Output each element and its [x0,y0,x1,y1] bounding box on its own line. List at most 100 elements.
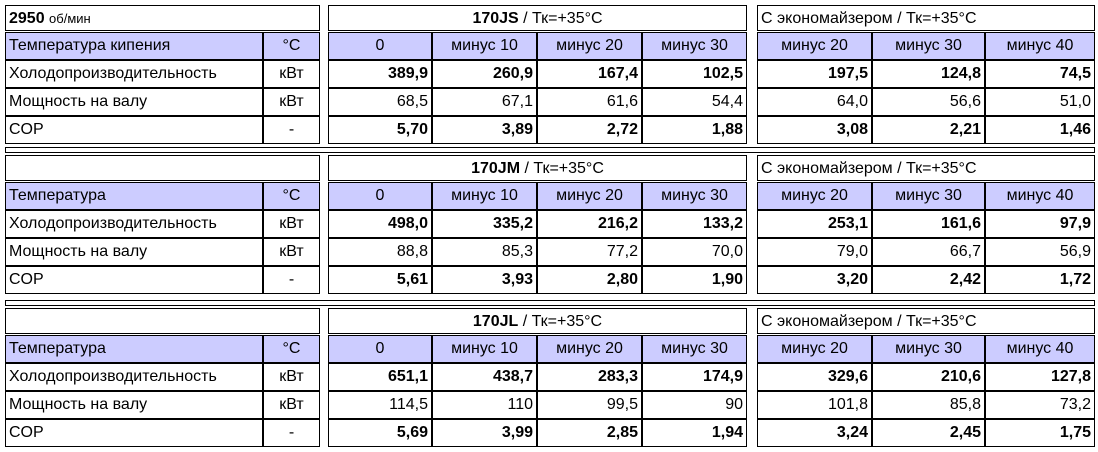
model-title: 170JL / Тк=+35°C [328,308,747,334]
value: 210,6 [872,363,985,391]
unit: - [263,266,320,294]
value: 102,5 [642,60,747,88]
value: 2,85 [537,419,642,447]
value: 1,72 [985,266,1095,294]
row-label: Холодопроизводительность [5,210,263,238]
header-cell: минус 20 [537,182,642,210]
value: 101,8 [757,391,872,419]
value: 438,7 [432,363,537,391]
value: 88,8 [328,238,432,266]
header-cell: минус 20 [537,335,642,363]
value: 3,99 [432,419,537,447]
model-title: 170JM / Тк=+35°C [328,155,747,181]
value: 124,8 [872,60,985,88]
value: 335,2 [432,210,537,238]
header-cell: 0 [328,32,432,60]
header-cell: Температура [5,182,263,210]
row-label: Холодопроизводительность [5,363,263,391]
header-cell: минус 10 [432,32,537,60]
value: 85,3 [432,238,537,266]
value: 73,2 [985,391,1095,419]
header-cell: минус 10 [432,335,537,363]
header-cell: минус 30 [872,32,985,60]
value: 61,6 [537,88,642,116]
model-title: 170JS / Тк=+35°C [328,5,747,31]
header-cell: 0 [328,335,432,363]
row-label: Мощность на валу [5,88,263,116]
value: 133,2 [642,210,747,238]
unit: кВт [263,88,320,116]
value: 90 [642,391,747,419]
value: 2,72 [537,116,642,144]
row-label: Мощность на валу [5,391,263,419]
value: 51,0 [985,88,1095,116]
value: 64,0 [757,88,872,116]
value: 67,1 [432,88,537,116]
value: 2,45 [872,419,985,447]
header-cell: минус 30 [872,182,985,210]
title-left [5,308,320,334]
value: 3,93 [432,266,537,294]
header-cell: минус 30 [872,335,985,363]
speed-unit: об/мин [49,11,91,26]
value: 3,08 [757,116,872,144]
value: 68,5 [328,88,432,116]
row-label: Холодопроизводительность [5,60,263,88]
header-cell: минус 20 [537,32,642,60]
value: 651,1 [328,363,432,391]
value: 3,20 [757,266,872,294]
model: 170JS [472,10,519,27]
eco-title: С экономайзером / Тк=+35°C [757,5,1095,31]
value: 3,89 [432,116,537,144]
value: 56,6 [872,88,985,116]
row-label: COP [5,266,263,294]
value: 174,9 [642,363,747,391]
unit: кВт [263,60,320,88]
value: 66,7 [872,238,985,266]
value: 216,2 [537,210,642,238]
value: 110 [432,391,537,419]
value: 54,4 [642,88,747,116]
value: 2,42 [872,266,985,294]
row-label: COP [5,116,263,144]
header-cell: минус 40 [985,335,1095,363]
model: 170JM [471,160,521,177]
header-cell: минус 40 [985,32,1095,60]
value: 2,21 [872,116,985,144]
value: 5,69 [328,419,432,447]
value: 2,80 [537,266,642,294]
row-label: Мощность на валу [5,238,263,266]
unit: кВт [263,391,320,419]
value: 389,9 [328,60,432,88]
header-cell: 0 [328,182,432,210]
unit: - [263,116,320,144]
title-left [5,155,320,181]
header-cell: минус 20 [757,182,872,210]
value: 260,9 [432,60,537,88]
separator [5,147,1095,153]
unit: кВт [263,363,320,391]
value: 70,0 [642,238,747,266]
header-cell: °C [263,32,320,60]
eco-title: С экономайзером / Тк=+35°C [757,155,1095,181]
value: 77,2 [537,238,642,266]
header-cell: °C [263,335,320,363]
header-cell: минус 40 [985,182,1095,210]
value: 56,9 [985,238,1095,266]
value: 253,1 [757,210,872,238]
value: 3,24 [757,419,872,447]
value: 5,70 [328,116,432,144]
speed: 2950 [9,10,45,27]
model-suffix: / Тк=+35°C [518,10,603,27]
value: 1,90 [642,266,747,294]
unit: - [263,419,320,447]
value: 99,5 [537,391,642,419]
header-cell: Температура [5,335,263,363]
value: 85,8 [872,391,985,419]
value: 197,5 [757,60,872,88]
value: 79,0 [757,238,872,266]
value: 167,4 [537,60,642,88]
header-cell: минус 30 [642,32,747,60]
header-cell: минус 10 [432,182,537,210]
